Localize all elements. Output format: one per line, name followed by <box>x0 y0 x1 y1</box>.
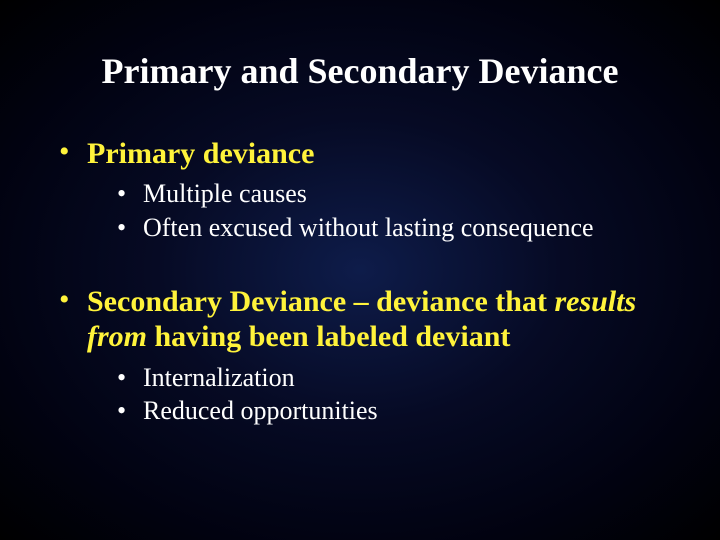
bullet-secondary-deviance: Secondary Deviance – deviance that resul… <box>55 284 665 427</box>
bullet-l1-text: Secondary Deviance – deviance that resul… <box>87 284 665 355</box>
sub-bullet: Internalization <box>117 361 665 394</box>
text-span: Secondary Deviance – deviance that <box>87 285 554 318</box>
bullet-primary-deviance: Primary deviance Multiple causes Often e… <box>55 136 665 244</box>
sub-bullet: Reduced opportunities <box>117 394 665 427</box>
sub-bullet: Often excused without lasting consequenc… <box>117 211 665 244</box>
bullet-list-level2: Internalization Reduced opportunities <box>87 361 665 428</box>
bullet-l1-text: Primary deviance <box>87 136 665 171</box>
bullet-list-level1: Primary deviance Multiple causes Often e… <box>55 136 665 427</box>
slide: Primary and Secondary Deviance Primary d… <box>0 0 720 540</box>
sub-bullet: Multiple causes <box>117 177 665 210</box>
bullet-list-level2: Multiple causes Often excused without la… <box>87 177 665 244</box>
slide-title: Primary and Secondary Deviance <box>55 50 665 92</box>
text-span: having been labeled deviant <box>147 320 510 353</box>
